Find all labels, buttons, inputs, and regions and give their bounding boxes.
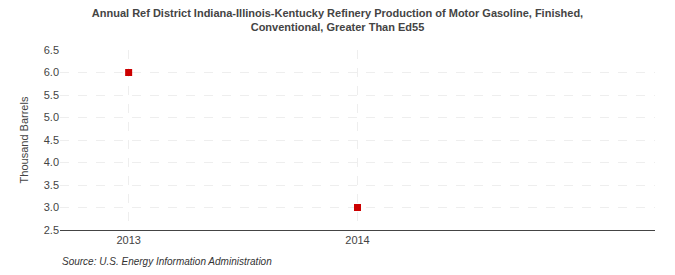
svg-text:3.0: 3.0 — [44, 201, 59, 213]
svg-text:2.5: 2.5 — [44, 224, 59, 236]
svg-text:Thousand Barrels: Thousand Barrels — [18, 96, 30, 183]
svg-text:6.0: 6.0 — [44, 66, 59, 78]
svg-text:2014: 2014 — [345, 234, 369, 246]
svg-text:5.0: 5.0 — [44, 111, 59, 123]
svg-text:4.0: 4.0 — [44, 156, 59, 168]
svg-text:3.5: 3.5 — [44, 179, 59, 191]
svg-text:5.5: 5.5 — [44, 89, 59, 101]
svg-text:4.5: 4.5 — [44, 134, 59, 146]
svg-text:Annual Ref District Indiana-Il: Annual Ref District Indiana-Illinois-Ken… — [92, 7, 583, 33]
svg-text:6.5: 6.5 — [44, 44, 59, 56]
svg-text:2013: 2013 — [116, 234, 140, 246]
svg-text:Source: U.S. Energy Informatio: Source: U.S. Energy Information Administ… — [62, 256, 272, 267]
